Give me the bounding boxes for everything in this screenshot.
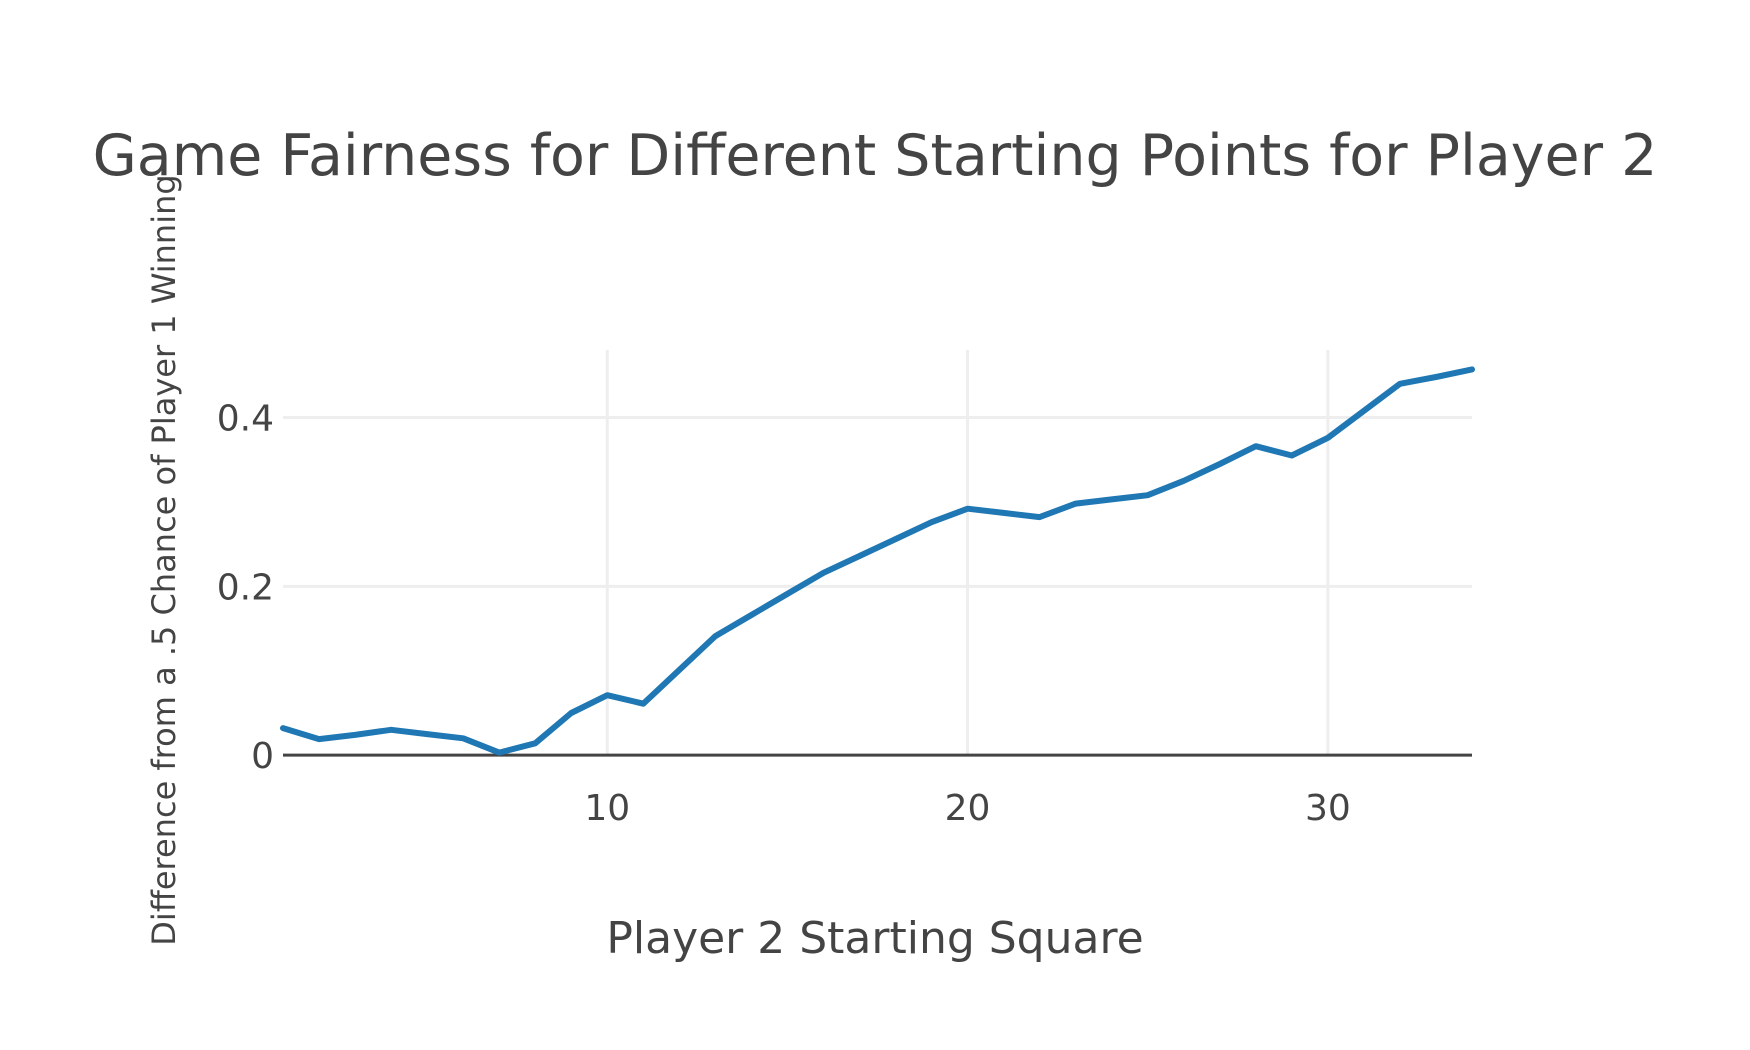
y-tick-label: 0.2	[217, 567, 274, 608]
y-tick-label: 0.4	[217, 399, 274, 440]
x-tick-label: 20	[945, 788, 991, 829]
grid-layer	[283, 350, 1472, 756]
x-axis-title: Player 2 Starting Square	[606, 913, 1143, 964]
x-tick-label: 10	[584, 788, 630, 829]
series-layer	[280, 366, 1475, 756]
y-tick-label: 0	[251, 736, 274, 777]
y-axis-title: Difference from a .5 Chance of Player 1 …	[145, 174, 183, 945]
chart-title: Game Fairness for Different Starting Poi…	[93, 123, 1658, 189]
series-line	[280, 366, 1475, 756]
tick-label-layer: 10 20 30 0 0.2 0.4	[217, 399, 1351, 829]
x-tick-label: 30	[1305, 788, 1351, 829]
